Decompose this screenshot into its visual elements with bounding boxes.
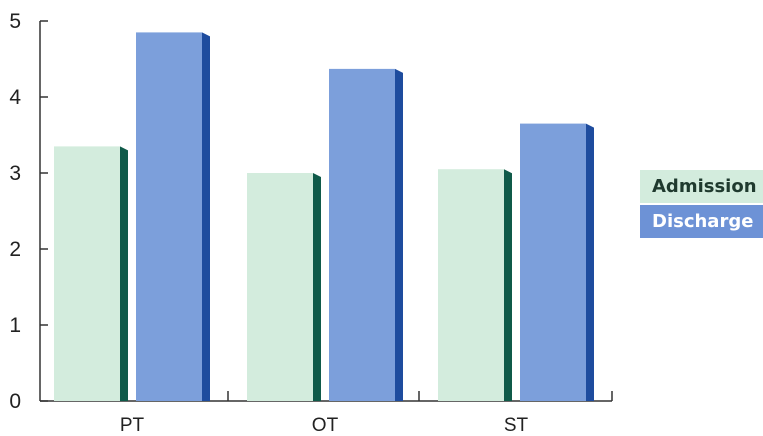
bar-side <box>202 32 210 402</box>
bar-face <box>136 32 202 402</box>
y-tick-label: 0 <box>9 390 21 413</box>
legend-item-discharge: Discharge <box>640 205 763 238</box>
legend-item-admission: Admission <box>640 170 763 203</box>
y-tick-label: 2 <box>9 238 21 261</box>
y-tick-label: 3 <box>9 162 21 185</box>
y-tick-label: 1 <box>9 314 21 337</box>
y-tick-label: 5 <box>9 10 21 33</box>
bar-face <box>247 173 313 401</box>
bar-admission-pt <box>54 146 128 401</box>
bar-discharge-ot <box>329 68 403 401</box>
bar-face <box>438 169 504 401</box>
bar-admission-ot <box>247 173 321 401</box>
category-label-st: ST <box>504 415 529 436</box>
bar-side <box>395 68 403 401</box>
bar-side <box>504 169 512 401</box>
bars <box>54 32 594 402</box>
bar-face <box>54 146 120 401</box>
bar-side <box>313 173 321 401</box>
bar-discharge-st <box>520 123 594 401</box>
bar-admission-st <box>438 169 512 401</box>
y-axis: 0 1 2 3 4 5 <box>9 10 48 413</box>
legend-label-discharge: Discharge <box>652 211 754 232</box>
bar-face <box>329 68 395 401</box>
category-label-ot: OT <box>312 415 339 436</box>
y-tick-label: 4 <box>9 86 21 109</box>
bar-side <box>120 146 128 401</box>
category-label-pt: PT <box>120 415 145 436</box>
legend-label-admission: Admission <box>652 176 757 197</box>
bar-discharge-pt <box>136 32 210 402</box>
bar-side <box>586 123 594 401</box>
bar-face <box>520 123 586 401</box>
x-axis: PT OT ST <box>40 391 613 436</box>
